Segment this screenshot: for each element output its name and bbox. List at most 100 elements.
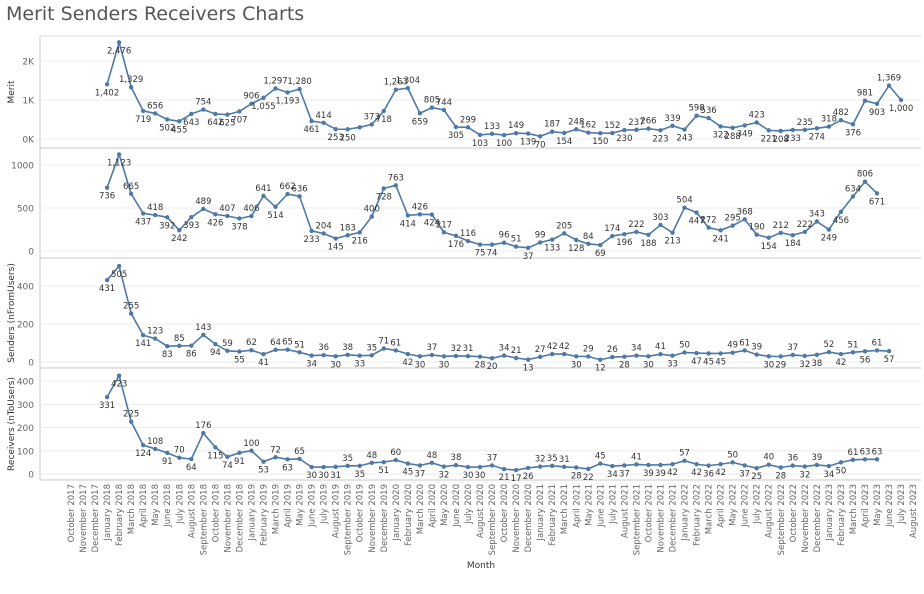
- data-point[interactable]: [501, 132, 507, 138]
- data-point[interactable]: [862, 98, 868, 103]
- data-point[interactable]: [622, 354, 627, 359]
- data-point[interactable]: [453, 233, 459, 239]
- data-point[interactable]: [297, 86, 302, 92]
- data-point[interactable]: [513, 467, 519, 473]
- data-point[interactable]: [513, 130, 519, 136]
- data-point[interactable]: [357, 463, 362, 469]
- data-point[interactable]: [670, 230, 675, 235]
- data-point[interactable]: [550, 237, 555, 242]
- data-point[interactable]: [261, 95, 266, 101]
- data-point[interactable]: [814, 352, 820, 357]
- data-point[interactable]: [658, 222, 663, 228]
- data-point[interactable]: [165, 450, 170, 456]
- data-point[interactable]: [730, 350, 735, 355]
- data-point[interactable]: [754, 232, 759, 237]
- data-point[interactable]: [525, 465, 531, 471]
- data-point[interactable]: [658, 128, 663, 133]
- data-point[interactable]: [417, 212, 423, 217]
- data-point[interactable]: [706, 225, 711, 230]
- data-point[interactable]: [333, 354, 338, 359]
- data-point[interactable]: [550, 129, 555, 134]
- data-point[interactable]: [140, 211, 146, 216]
- data-point[interactable]: [153, 446, 158, 452]
- data-point[interactable]: [634, 462, 639, 467]
- data-point[interactable]: [802, 353, 808, 359]
- data-point[interactable]: [562, 130, 567, 136]
- data-point[interactable]: [104, 277, 110, 283]
- data-point[interactable]: [381, 108, 386, 114]
- data-point[interactable]: [285, 347, 290, 352]
- data-point[interactable]: [453, 462, 459, 468]
- data-point[interactable]: [104, 82, 110, 87]
- data-point[interactable]: [718, 462, 723, 467]
- data-point[interactable]: [465, 353, 471, 359]
- data-point[interactable]: [586, 466, 591, 472]
- data-point[interactable]: [249, 448, 254, 453]
- data-point[interactable]: [754, 352, 759, 357]
- data-point[interactable]: [682, 205, 687, 210]
- data-point[interactable]: [766, 235, 771, 240]
- data-point[interactable]: [886, 348, 892, 354]
- data-point[interactable]: [574, 465, 579, 470]
- data-point[interactable]: [153, 111, 158, 116]
- data-point[interactable]: [345, 233, 350, 238]
- data-point[interactable]: [381, 186, 386, 191]
- data-point[interactable]: [273, 204, 278, 209]
- data-point[interactable]: [393, 348, 399, 353]
- data-point[interactable]: [706, 115, 711, 121]
- data-point[interactable]: [634, 353, 639, 358]
- data-point[interactable]: [826, 124, 832, 129]
- data-point[interactable]: [682, 127, 687, 132]
- data-point[interactable]: [369, 122, 374, 127]
- data-point[interactable]: [718, 124, 723, 129]
- data-point[interactable]: [634, 229, 639, 235]
- data-point[interactable]: [862, 457, 868, 462]
- data-point[interactable]: [309, 353, 314, 358]
- data-point[interactable]: [598, 461, 603, 466]
- data-point[interactable]: [778, 230, 783, 235]
- data-point[interactable]: [598, 130, 603, 136]
- data-point[interactable]: [261, 459, 266, 464]
- data-point[interactable]: [898, 97, 904, 103]
- data-point[interactable]: [333, 126, 338, 132]
- data-point[interactable]: [646, 462, 651, 468]
- data-point[interactable]: [718, 228, 723, 233]
- data-point[interactable]: [670, 462, 675, 467]
- data-point[interactable]: [790, 352, 795, 358]
- data-point[interactable]: [874, 348, 880, 353]
- data-point[interactable]: [682, 350, 687, 355]
- data-point[interactable]: [670, 353, 675, 358]
- data-point[interactable]: [850, 457, 856, 463]
- data-point[interactable]: [297, 350, 302, 355]
- data-point[interactable]: [429, 105, 435, 110]
- data-point[interactable]: [261, 193, 266, 199]
- data-point[interactable]: [381, 346, 386, 351]
- data-point[interactable]: [610, 463, 615, 469]
- data-point[interactable]: [116, 152, 122, 157]
- data-point[interactable]: [140, 333, 146, 338]
- data-point[interactable]: [513, 355, 519, 361]
- data-point[interactable]: [309, 118, 314, 124]
- data-point[interactable]: [622, 231, 627, 237]
- data-point[interactable]: [249, 348, 254, 353]
- data-point[interactable]: [465, 125, 471, 130]
- data-point[interactable]: [441, 107, 447, 113]
- data-point[interactable]: [730, 460, 735, 465]
- data-point[interactable]: [116, 40, 122, 45]
- data-point[interactable]: [790, 127, 795, 133]
- data-point[interactable]: [754, 120, 759, 125]
- data-point[interactable]: [441, 464, 447, 469]
- data-point[interactable]: [826, 463, 832, 469]
- data-point[interactable]: [682, 458, 687, 463]
- data-point[interactable]: [706, 463, 711, 468]
- data-point[interactable]: [345, 463, 350, 469]
- data-point[interactable]: [742, 217, 747, 222]
- data-point[interactable]: [694, 350, 699, 356]
- data-point[interactable]: [670, 123, 675, 128]
- data-point[interactable]: [754, 465, 759, 471]
- data-point[interactable]: [273, 455, 278, 460]
- data-point[interactable]: [393, 183, 399, 188]
- data-point[interactable]: [369, 214, 374, 219]
- data-point[interactable]: [874, 191, 880, 196]
- data-point[interactable]: [525, 357, 531, 362]
